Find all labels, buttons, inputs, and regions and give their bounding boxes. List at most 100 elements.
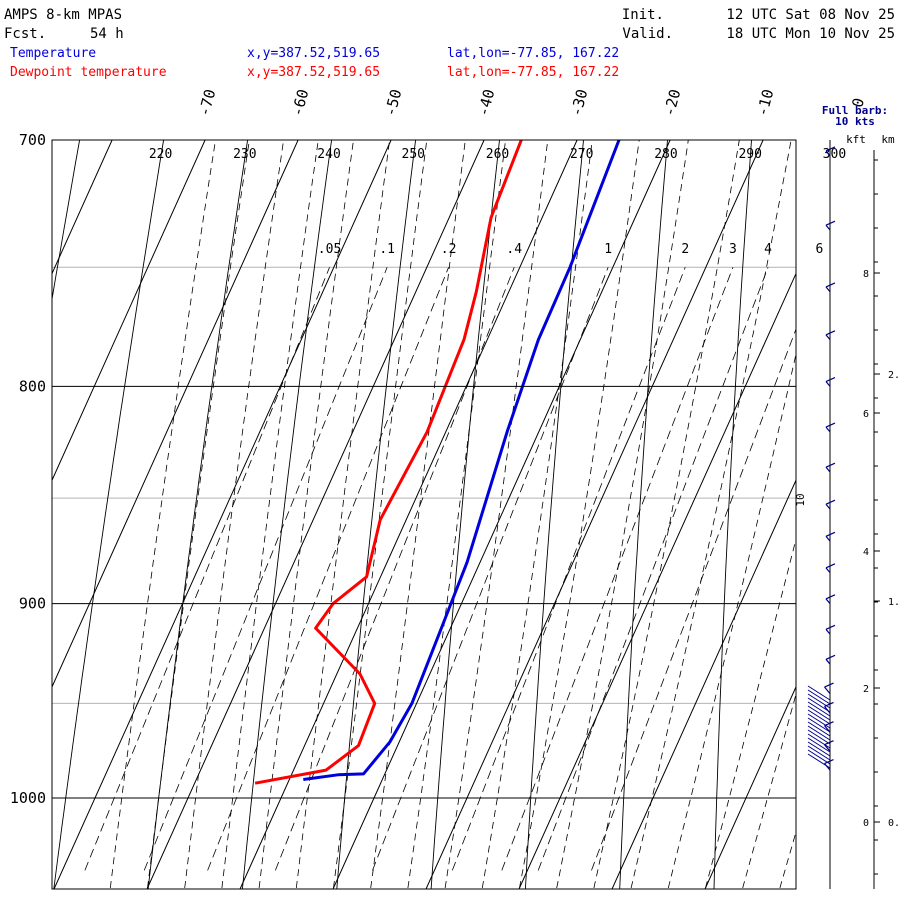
wind-barb-flag <box>825 563 836 569</box>
wind-barb-column: 10 <box>794 140 875 889</box>
kft-tick-label: 0 <box>863 818 869 829</box>
moist-adiabat-line <box>370 140 466 889</box>
kft-tick-label: 8 <box>863 269 869 280</box>
theta-label: 230 <box>233 147 256 162</box>
pressure-label: 1000 <box>10 789 46 807</box>
temperature-tick-label: -30 <box>567 87 591 118</box>
dry-adiabat-line <box>147 140 249 889</box>
wind-barbs <box>807 146 836 771</box>
wind-barb-flag <box>825 146 836 152</box>
moist-adiabat-line <box>333 140 428 889</box>
wind-barb-staff <box>825 150 831 157</box>
moist-adiabat-line <box>258 140 354 889</box>
wind-barb-staff <box>825 658 831 665</box>
km-tick-label: 0. <box>888 818 900 829</box>
wind-barb-staff <box>825 286 831 293</box>
wind-barb-flag <box>824 682 834 688</box>
wind-barb-staff <box>825 334 831 341</box>
mixing-ratio-line <box>207 267 449 871</box>
temperature-tick-label: -40 <box>474 87 498 118</box>
mixing-ratio-line <box>143 267 388 871</box>
dry-adiabat-line <box>52 140 81 302</box>
wind-barb-flag <box>824 758 834 765</box>
mixing-ratio-label: 4 <box>764 242 772 257</box>
theta-label: 300 <box>823 147 846 162</box>
isotherm-line <box>891 140 900 889</box>
wind-barb-flag <box>825 462 836 468</box>
mixing-ratio-line <box>537 267 769 871</box>
theta-label: 270 <box>570 147 593 162</box>
wind-barb-flag <box>825 654 836 660</box>
mixing-ratio-line <box>451 267 686 871</box>
isotherm-line <box>52 140 299 689</box>
moist-adiabat-line <box>556 140 689 889</box>
temperature-tick-label: -70 <box>195 87 219 118</box>
legend-dewpoint-latlon: lat,lon=-77.85, 167.22 <box>447 65 619 80</box>
wind-barb-dense <box>807 741 831 757</box>
wind-barb-staff <box>824 744 831 752</box>
theta-label: 250 <box>402 147 425 162</box>
kft-tick-label: 2 <box>863 684 869 695</box>
wind-barb-flag <box>825 282 836 288</box>
header: AMPS 8-km MPAS Fcst. 54 h Init. 12 UTC S… <box>4 7 895 42</box>
moist-adiabat-line <box>742 692 796 889</box>
mixing-ratio-label: .1 <box>379 242 395 257</box>
mixing-ratio-label: 6 <box>815 242 823 257</box>
mixing-ratio-label: .05 <box>318 242 341 257</box>
wind-barb-title: Full barb: <box>822 104 888 117</box>
wind-barb-staff <box>825 598 831 605</box>
wind-barb-staff <box>825 381 831 387</box>
wind-barb-flag <box>825 594 836 600</box>
temperature-tick-label: -20 <box>660 87 684 118</box>
wind-barb-dense <box>807 753 831 769</box>
wind-barb-dense <box>807 737 831 753</box>
dry-adiabat-line <box>713 140 752 889</box>
theta-label: 220 <box>149 147 172 162</box>
wind-barb-dense <box>807 729 831 745</box>
dry-adiabat-line <box>336 140 417 889</box>
wind-barb-staff <box>825 426 831 433</box>
height-scale: 0 2 4 6 8 0. 1. 2. <box>863 159 900 875</box>
wind-barb-dense <box>807 745 831 761</box>
moist-adiabat-line <box>109 140 216 889</box>
temperature-tick-label: -60 <box>288 87 312 118</box>
wind-barb-flag <box>825 624 836 630</box>
theta-label: 260 <box>486 147 509 162</box>
isotherm-line <box>239 140 578 889</box>
moist-adiabat-line <box>407 140 507 889</box>
pressure-label: 700 <box>19 131 46 149</box>
pressure-label: 900 <box>19 595 46 613</box>
sounding-series <box>254 140 621 785</box>
isotherm-line <box>518 272 796 889</box>
wind-barb-dense <box>807 697 831 713</box>
wind-barb-staff <box>825 567 831 574</box>
moist-adiabat-line <box>444 140 549 889</box>
legend-temperature-name: Temperature <box>10 46 96 61</box>
legend-dewpoint-name: Dewpoint temperature <box>10 65 167 80</box>
wind-barb-dense <box>807 733 831 749</box>
pressure-label: 800 <box>19 377 46 395</box>
mixing-ratio-label: .4 <box>506 242 522 257</box>
mixing-ratio-label: 1 <box>604 242 612 257</box>
axes: 700 800 900 1000 -70 -60 -50 -40 -30 -20 -10 0 <box>10 87 868 807</box>
mixing-ratio-label: .2 <box>441 242 457 257</box>
isotherm-line <box>53 140 392 889</box>
moist-adiabat-line <box>147 140 250 889</box>
wind-barb-staff <box>825 628 831 635</box>
wind-barb-flag <box>825 499 836 505</box>
moist-adiabat-line <box>705 537 796 889</box>
wind-barb-flag <box>825 531 836 537</box>
wind-barb-flag <box>825 330 836 336</box>
kft-tick-label: 4 <box>863 547 869 558</box>
moist-adiabat-line <box>630 140 792 889</box>
isotherm-line <box>146 140 485 889</box>
wind-barb-dense <box>807 689 831 705</box>
theta-label: 290 <box>738 147 761 162</box>
isotherm-line <box>704 685 796 889</box>
wind-barb-staff <box>825 503 831 510</box>
wind-barb-dense <box>807 725 831 741</box>
init-value: 12 UTC Sat 08 Nov 25 <box>726 7 895 23</box>
dry-adiabat-line <box>241 140 333 889</box>
valid-value: 18 UTC Mon 10 Nov 25 <box>726 26 895 42</box>
